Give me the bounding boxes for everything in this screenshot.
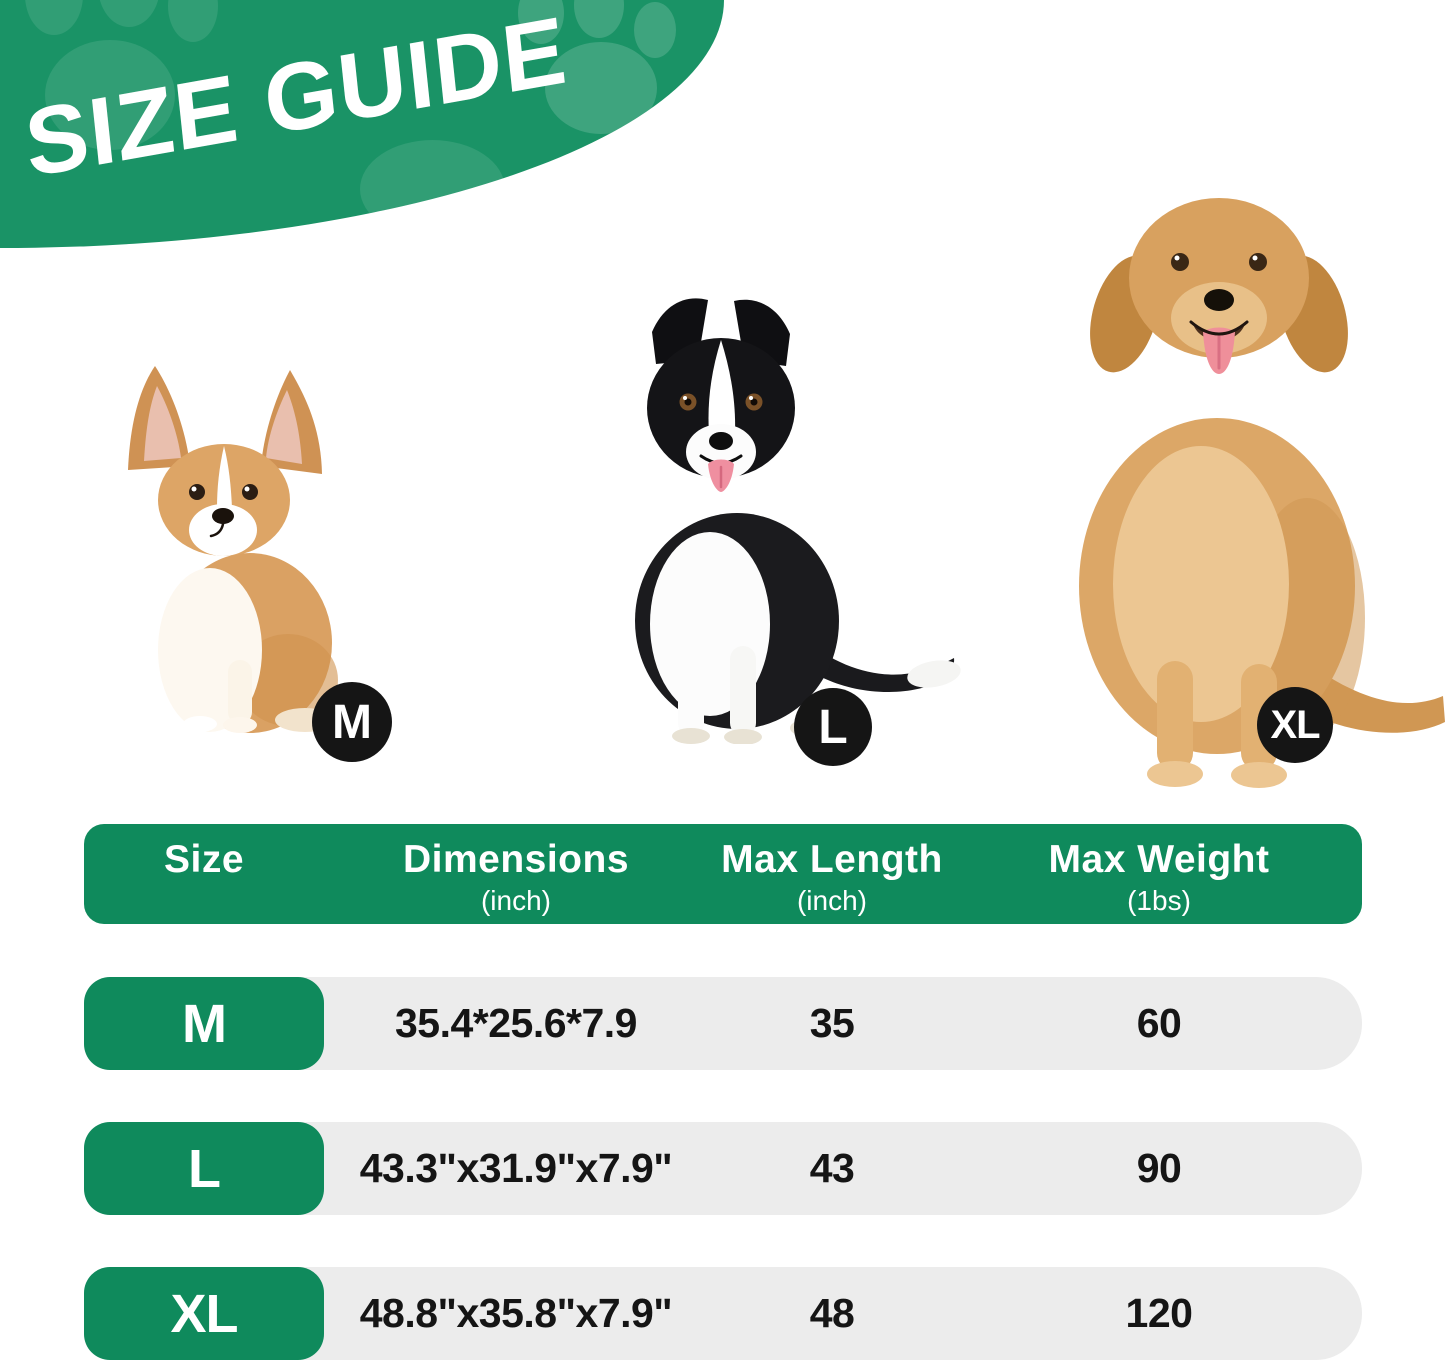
header-cell-max-weight: Max Weight (1bs) <box>956 824 1362 924</box>
border-collie-dog-photo <box>552 286 962 749</box>
size-table-header: Size Dimensions (inch) Max Length (inch)… <box>84 824 1362 924</box>
cell-dimensions: 48.8"x35.8"x7.9" <box>359 1290 673 1336</box>
cell-max-length: 35 <box>809 1000 855 1046</box>
header-label: Max Length <box>721 838 943 881</box>
row-size-cell: L <box>84 1122 324 1215</box>
header-cell-dimensions: Dimensions (inch) <box>324 824 708 924</box>
golden-retriever-illustration <box>1079 198 1445 788</box>
spacer <box>84 977 324 1070</box>
cell-dimensions: 43.3"x31.9"x7.9" <box>359 1145 673 1191</box>
cell-max-weight: 90 <box>1136 1145 1182 1191</box>
header-sublabel: (inch) <box>796 884 867 916</box>
row-values: 43.3"x31.9"x7.9" 43 90 <box>84 1122 1362 1215</box>
spacer <box>84 1267 324 1360</box>
golden-retriever-dog-photo <box>1005 156 1445 797</box>
cell-dimensions: 35.4*25.6*7.9 <box>394 1000 638 1046</box>
cell-max-length: 43 <box>809 1145 855 1191</box>
header-sublabel: (1bs) <box>1127 884 1191 916</box>
header-label: Dimensions <box>402 838 630 881</box>
paw-toe-icon <box>168 0 218 42</box>
cell-max-length: 48 <box>809 1290 855 1336</box>
row-values: 48.8"x35.8"x7.9" 48 120 <box>84 1267 1362 1360</box>
size-badge-xl: XL <box>1257 687 1333 763</box>
header-label: Max Weight <box>1048 838 1270 881</box>
table-row-xl: XL 48.8"x35.8"x7.9" 48 120 <box>84 1267 1362 1360</box>
header-cell-size: Size <box>84 824 324 924</box>
row-size-cell: M <box>84 977 324 1070</box>
header-label: Size <box>163 838 245 881</box>
cell-max-weight: 60 <box>1136 1000 1182 1046</box>
banner: SIZE GUIDE <box>0 0 724 248</box>
size-badge-m: M <box>312 682 392 762</box>
header-sublabel: (inch) <box>480 884 551 916</box>
table-row-l: L 43.3"x31.9"x7.9" 43 90 <box>84 1122 1362 1215</box>
corgi-dog-photo <box>100 358 350 738</box>
paw-print-icon <box>545 42 657 134</box>
paw-toe-icon <box>574 0 624 38</box>
row-values: 35.4*25.6*7.9 35 60 <box>84 977 1362 1070</box>
header-cell-max-length: Max Length (inch) <box>708 824 956 924</box>
paw-toe-icon <box>634 2 676 58</box>
paw-pad-icon <box>360 140 505 238</box>
row-size-cell: XL <box>84 1267 324 1360</box>
corgi-illustration <box>128 366 338 733</box>
paw-print-icon <box>45 40 175 150</box>
paw-toe-icon <box>25 0 83 35</box>
size-badge-l: L <box>794 688 872 766</box>
border-collie-illustration <box>635 298 961 745</box>
table-row-m: M 35.4*25.6*7.9 35 60 <box>84 977 1362 1070</box>
cell-max-weight: 120 <box>1125 1290 1193 1336</box>
paw-toe-icon <box>98 0 160 27</box>
spacer <box>84 1122 324 1215</box>
